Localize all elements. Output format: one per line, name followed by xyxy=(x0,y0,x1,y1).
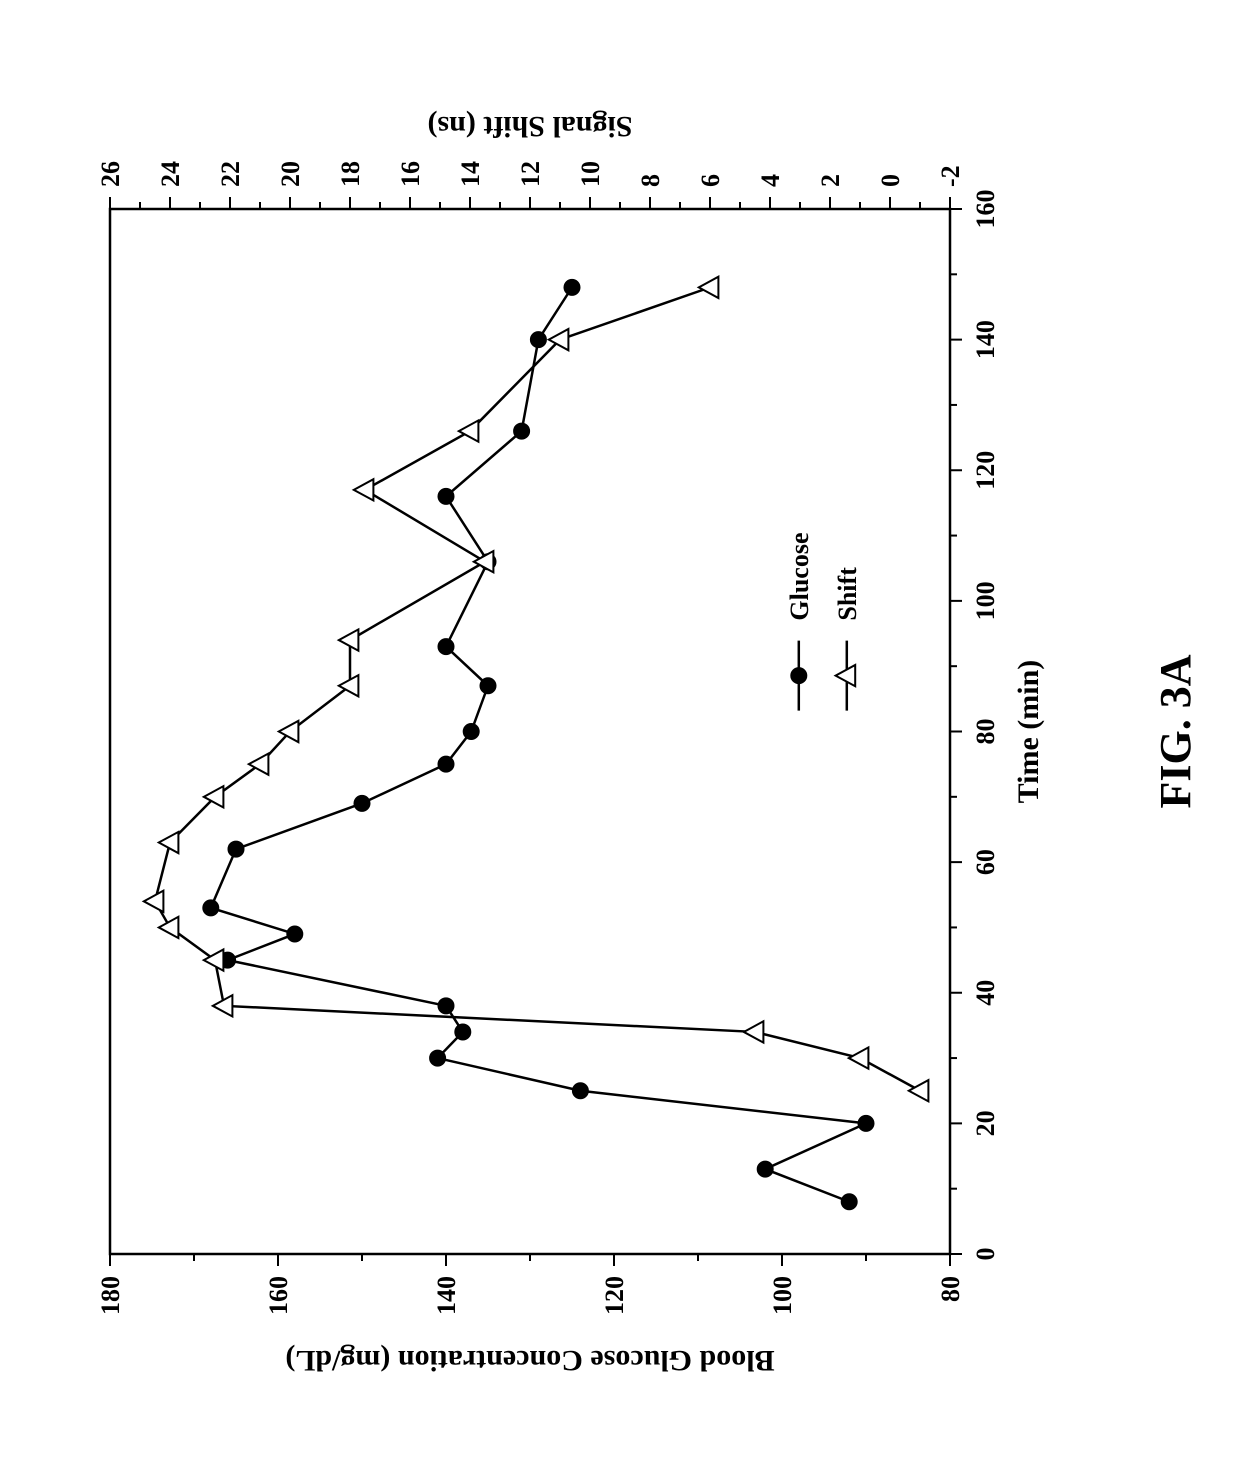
y-left-tick-label: 120 xyxy=(600,1276,629,1315)
y-right-tick-label: 24 xyxy=(156,161,185,187)
y-right-tick-label: 6 xyxy=(696,174,725,187)
dual-axis-line-chart: 020406080100120140160Time (min)801001201… xyxy=(0,0,1240,1459)
x-tick-label: 160 xyxy=(971,190,1000,229)
x-tick-label: 40 xyxy=(971,980,1000,1006)
y-right-tick-label: 0 xyxy=(876,174,905,187)
y-right-tick-label: -2 xyxy=(936,165,965,187)
y-right-tick-label: 16 xyxy=(396,161,425,187)
chart-frame: 020406080100120140160Time (min)801001201… xyxy=(0,0,1240,1459)
x-axis-title: Time (min) xyxy=(1012,660,1045,804)
x-tick-label: 100 xyxy=(971,581,1000,620)
y-right-tick-label: 20 xyxy=(276,161,305,187)
x-tick-label: 120 xyxy=(971,451,1000,490)
y-right-tick-label: 8 xyxy=(636,174,665,187)
y-right-tick-label: 14 xyxy=(456,161,485,187)
y-left-tick-label: 100 xyxy=(768,1276,797,1315)
y-right-tick-label: 26 xyxy=(96,161,125,187)
figure-caption: FIG. 3A xyxy=(1151,654,1200,808)
y-right-tick-label: 10 xyxy=(576,161,605,187)
x-tick-label: 140 xyxy=(971,320,1000,359)
y-left-tick-label: 80 xyxy=(936,1276,965,1302)
x-tick-label: 0 xyxy=(971,1248,1000,1261)
y-left-tick-label: 180 xyxy=(96,1276,125,1315)
y-left-axis-title: Blood Glucose Concentration (mg/dL) xyxy=(285,1344,774,1377)
y-left-tick-label: 160 xyxy=(264,1276,293,1315)
legend-label-shift: Shift xyxy=(833,567,862,621)
legend-label-glucose: Glucose xyxy=(785,532,814,620)
x-tick-label: 80 xyxy=(971,719,1000,745)
x-tick-label: 20 xyxy=(971,1110,1000,1136)
x-tick-label: 60 xyxy=(971,849,1000,875)
y-right-axis-title: Signal Shift (ns) xyxy=(427,110,632,143)
y-left-tick-label: 140 xyxy=(432,1276,461,1315)
y-right-tick-label: 4 xyxy=(756,174,785,187)
y-right-tick-label: 22 xyxy=(216,161,245,187)
y-right-tick-label: 18 xyxy=(336,161,365,187)
y-right-tick-label: 12 xyxy=(516,161,545,187)
y-right-tick-label: 2 xyxy=(816,174,845,187)
